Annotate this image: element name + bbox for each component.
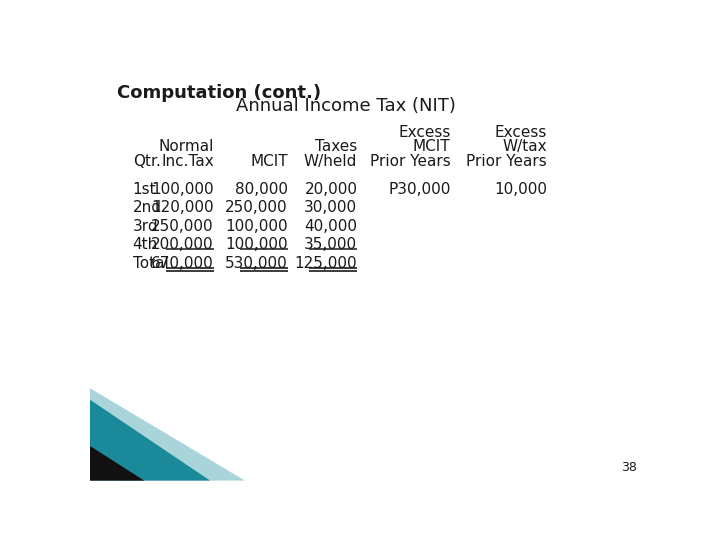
Text: 4th: 4th [132, 237, 158, 252]
Text: 35,000: 35,000 [305, 237, 357, 252]
Text: W/held: W/held [304, 154, 357, 169]
Text: Excess: Excess [398, 125, 451, 140]
Text: 30,000: 30,000 [305, 200, 357, 215]
Text: Taxes: Taxes [315, 139, 357, 154]
Text: Normal: Normal [158, 139, 214, 154]
Text: Excess: Excess [495, 125, 547, 140]
Text: 250,000: 250,000 [225, 200, 287, 215]
Text: Total: Total [132, 256, 168, 271]
Text: 20,000: 20,000 [305, 182, 357, 197]
Text: 100,000: 100,000 [225, 219, 287, 234]
Text: MCIT: MCIT [250, 154, 287, 169]
Polygon shape [90, 400, 210, 481]
Text: Prior Years: Prior Years [369, 154, 451, 169]
Text: 200,000: 200,000 [151, 237, 214, 252]
Text: 80,000: 80,000 [235, 182, 287, 197]
Text: Annual Income Tax (NIT): Annual Income Tax (NIT) [236, 97, 456, 115]
Text: 120,000: 120,000 [151, 200, 214, 215]
Text: 10,000: 10,000 [494, 182, 547, 197]
Text: Inc.Tax: Inc.Tax [161, 154, 214, 169]
Polygon shape [90, 388, 245, 481]
Text: W/tax: W/tax [503, 139, 547, 154]
Text: 250,000: 250,000 [151, 219, 214, 234]
Text: 38: 38 [621, 462, 637, 475]
Text: Computation (cont.): Computation (cont.) [117, 84, 321, 102]
Text: 1st: 1st [132, 182, 156, 197]
Text: 670,000: 670,000 [151, 256, 214, 271]
Text: MCIT: MCIT [413, 139, 451, 154]
Polygon shape [90, 446, 144, 481]
Text: 3rd: 3rd [132, 219, 158, 234]
Text: 100,000: 100,000 [225, 237, 287, 252]
Text: 2nd: 2nd [132, 200, 161, 215]
Text: Qtr.: Qtr. [132, 154, 161, 169]
Text: P30,000: P30,000 [388, 182, 451, 197]
Text: 40,000: 40,000 [305, 219, 357, 234]
Text: 100,000: 100,000 [151, 182, 214, 197]
Text: 530,000: 530,000 [225, 256, 287, 271]
Text: Prior Years: Prior Years [467, 154, 547, 169]
Text: 125,000: 125,000 [294, 256, 357, 271]
